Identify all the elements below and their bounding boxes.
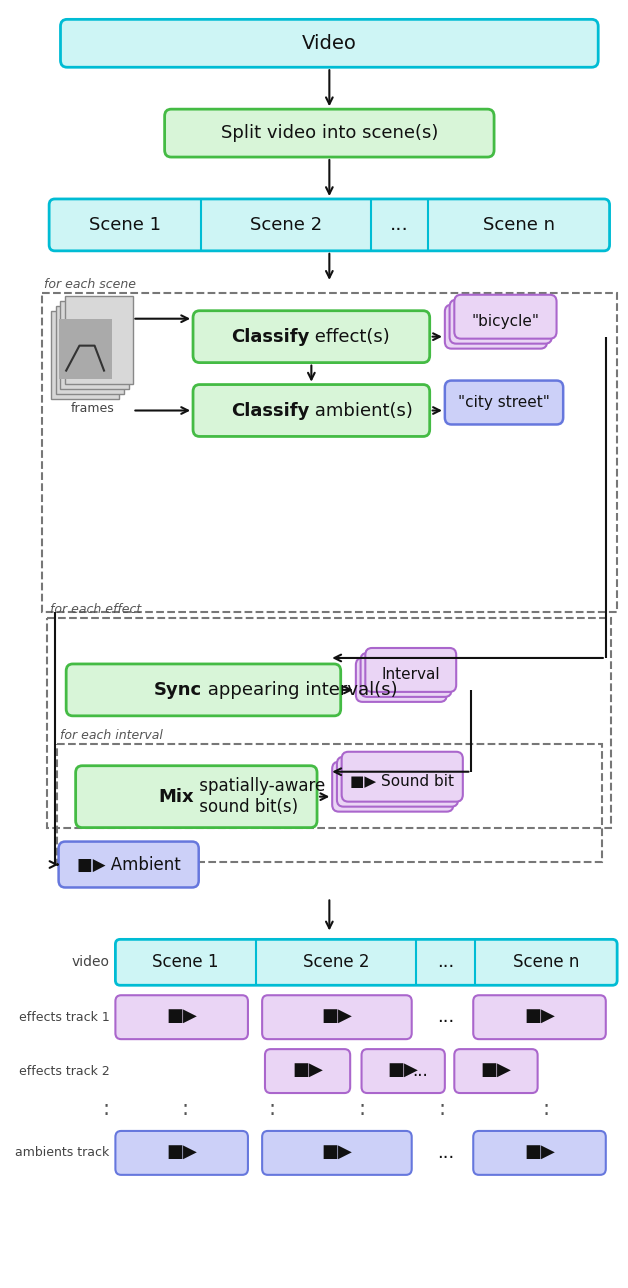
FancyBboxPatch shape bbox=[337, 757, 458, 806]
Text: Classify: Classify bbox=[231, 327, 310, 345]
Text: "city street": "city street" bbox=[458, 395, 550, 410]
FancyBboxPatch shape bbox=[116, 939, 617, 985]
Text: Classify: Classify bbox=[231, 402, 310, 420]
Text: Sync: Sync bbox=[153, 681, 202, 699]
Text: video: video bbox=[72, 956, 110, 970]
Text: :: : bbox=[438, 1099, 445, 1119]
Text: Scene 1: Scene 1 bbox=[89, 216, 161, 234]
FancyBboxPatch shape bbox=[60, 19, 598, 67]
Text: :: : bbox=[182, 1099, 189, 1119]
Text: "bicycle": "bicycle" bbox=[472, 314, 539, 330]
Text: ■▶: ■▶ bbox=[524, 1144, 555, 1162]
Text: ■▶ Sound bit: ■▶ Sound bit bbox=[350, 774, 454, 790]
Text: ...: ... bbox=[413, 1063, 428, 1081]
FancyBboxPatch shape bbox=[66, 663, 341, 716]
FancyBboxPatch shape bbox=[454, 1050, 538, 1094]
Text: ■▶: ■▶ bbox=[322, 1144, 352, 1162]
Text: ...: ... bbox=[437, 1009, 455, 1027]
Bar bbox=[56, 305, 124, 394]
Text: :: : bbox=[543, 1099, 550, 1119]
Text: :: : bbox=[268, 1099, 275, 1119]
Text: ...: ... bbox=[437, 953, 455, 971]
Text: :: : bbox=[103, 1099, 110, 1119]
Text: ■▶: ■▶ bbox=[166, 1144, 197, 1162]
FancyBboxPatch shape bbox=[445, 380, 563, 425]
Text: ■▶: ■▶ bbox=[166, 1009, 197, 1027]
Text: for each interval: for each interval bbox=[60, 729, 163, 742]
Text: ■▶ Ambient: ■▶ Ambient bbox=[77, 855, 180, 873]
FancyBboxPatch shape bbox=[58, 841, 198, 887]
FancyBboxPatch shape bbox=[116, 1131, 248, 1175]
FancyBboxPatch shape bbox=[450, 300, 552, 344]
FancyBboxPatch shape bbox=[342, 752, 463, 801]
Bar bbox=[60, 300, 129, 389]
FancyBboxPatch shape bbox=[365, 648, 456, 692]
FancyBboxPatch shape bbox=[262, 996, 412, 1039]
Text: Interval: Interval bbox=[381, 667, 440, 683]
FancyBboxPatch shape bbox=[356, 658, 447, 702]
Text: Scene n: Scene n bbox=[483, 216, 555, 234]
Bar bbox=[41, 292, 617, 612]
Text: frames: frames bbox=[71, 402, 114, 415]
FancyBboxPatch shape bbox=[116, 996, 248, 1039]
Bar bbox=[57, 743, 602, 862]
Text: :: : bbox=[358, 1099, 365, 1119]
Text: effects track 2: effects track 2 bbox=[19, 1065, 110, 1078]
Bar bbox=[65, 296, 133, 384]
Text: ■▶: ■▶ bbox=[292, 1063, 323, 1081]
Text: Scene 2: Scene 2 bbox=[303, 953, 369, 971]
Bar bbox=[58, 318, 112, 379]
FancyBboxPatch shape bbox=[332, 761, 453, 811]
FancyBboxPatch shape bbox=[165, 109, 494, 157]
FancyBboxPatch shape bbox=[265, 1050, 350, 1094]
Text: ...: ... bbox=[390, 215, 409, 234]
Text: ...: ... bbox=[437, 1144, 455, 1162]
FancyBboxPatch shape bbox=[454, 295, 556, 339]
Text: effect(s): effect(s) bbox=[310, 327, 390, 345]
Text: Scene 2: Scene 2 bbox=[250, 216, 322, 234]
FancyBboxPatch shape bbox=[193, 385, 430, 437]
FancyBboxPatch shape bbox=[360, 653, 452, 697]
Text: Split video into scene(s): Split video into scene(s) bbox=[220, 124, 438, 142]
FancyBboxPatch shape bbox=[75, 766, 317, 828]
Text: Video: Video bbox=[302, 33, 357, 53]
FancyBboxPatch shape bbox=[445, 305, 547, 349]
FancyBboxPatch shape bbox=[262, 1131, 412, 1175]
FancyBboxPatch shape bbox=[474, 1131, 606, 1175]
Text: for each effect: for each effect bbox=[50, 603, 141, 616]
Text: appearing interval(s): appearing interval(s) bbox=[202, 681, 397, 699]
Text: Scene n: Scene n bbox=[513, 953, 579, 971]
Text: spatially-aware
 sound bit(s): spatially-aware sound bit(s) bbox=[195, 777, 326, 817]
FancyBboxPatch shape bbox=[474, 996, 606, 1039]
FancyBboxPatch shape bbox=[362, 1050, 445, 1094]
Bar bbox=[51, 310, 119, 398]
Text: Scene 1: Scene 1 bbox=[152, 953, 219, 971]
Bar bbox=[47, 618, 612, 828]
Text: ambients track: ambients track bbox=[16, 1146, 110, 1159]
Text: for each scene: for each scene bbox=[45, 278, 136, 291]
Text: ambient(s): ambient(s) bbox=[310, 402, 413, 420]
Text: ■▶: ■▶ bbox=[524, 1009, 555, 1027]
FancyBboxPatch shape bbox=[193, 310, 430, 363]
Text: Mix: Mix bbox=[159, 788, 195, 806]
Text: effects track 1: effects track 1 bbox=[19, 1011, 110, 1024]
Text: ■▶: ■▶ bbox=[480, 1063, 511, 1081]
Text: ■▶: ■▶ bbox=[322, 1009, 352, 1027]
FancyBboxPatch shape bbox=[49, 198, 610, 251]
Text: ■▶: ■▶ bbox=[387, 1063, 419, 1081]
